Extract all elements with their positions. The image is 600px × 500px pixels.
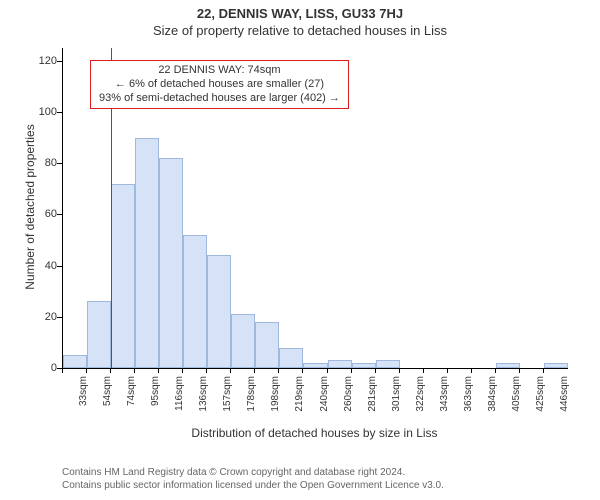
x-tick-label: 405sqm (511, 376, 522, 412)
histogram-bar (496, 363, 520, 368)
y-tick-label: 0 (27, 362, 57, 374)
x-tick-label: 116sqm (174, 376, 185, 411)
y-tick-mark (57, 163, 62, 164)
annotation-line: 22 DENNIS WAY: 74sqm (99, 64, 340, 78)
x-tick-mark (327, 368, 328, 373)
page-title: 22, DENNIS WAY, LISS, GU33 7HJ (0, 0, 600, 21)
histogram-bar (328, 360, 352, 368)
histogram-bar (231, 314, 255, 368)
histogram-bar (376, 360, 400, 368)
y-tick-mark (57, 214, 62, 215)
chart-title: Size of property relative to detached ho… (0, 21, 600, 38)
histogram-bar (544, 363, 568, 368)
x-tick-label: 178sqm (246, 376, 257, 412)
x-tick-mark (471, 368, 472, 373)
x-tick-label: 198sqm (270, 376, 281, 412)
histogram-bar (352, 363, 376, 368)
x-tick-mark (86, 368, 87, 373)
chart-container: 22, DENNIS WAY, LISS, GU33 7HJ Size of p… (0, 0, 600, 500)
histogram-bar (207, 255, 231, 368)
x-tick-mark (302, 368, 303, 373)
x-tick-mark (206, 368, 207, 373)
y-tick-mark (57, 266, 62, 267)
x-tick-mark (351, 368, 352, 373)
histogram-bar (159, 158, 183, 368)
x-tick-label: 240sqm (319, 376, 330, 412)
x-tick-label: 343sqm (439, 376, 450, 412)
x-tick-mark (182, 368, 183, 373)
x-tick-label: 33sqm (78, 376, 89, 406)
x-tick-label: 446sqm (559, 376, 570, 412)
x-tick-mark (399, 368, 400, 373)
footer-line-1: Contains HM Land Registry data © Crown c… (62, 466, 444, 479)
x-tick-mark (62, 368, 63, 373)
x-tick-mark (254, 368, 255, 373)
y-tick-mark (57, 61, 62, 62)
x-tick-label: 136sqm (198, 376, 209, 412)
x-tick-mark (134, 368, 135, 373)
y-tick-label: 20 (27, 311, 57, 323)
x-tick-label: 425sqm (535, 376, 546, 412)
x-tick-label: 157sqm (222, 376, 233, 412)
histogram-bar (135, 138, 159, 368)
x-tick-label: 74sqm (126, 376, 137, 406)
y-tick-mark (57, 112, 62, 113)
y-tick-mark (57, 317, 62, 318)
x-tick-mark (543, 368, 544, 373)
x-tick-mark (158, 368, 159, 373)
histogram-bar (111, 184, 135, 368)
x-tick-label: 281sqm (367, 376, 378, 412)
footer-line-2: Contains public sector information licen… (62, 479, 444, 492)
y-tick-label: 60 (27, 208, 57, 220)
x-tick-label: 301sqm (391, 376, 402, 412)
x-tick-mark (375, 368, 376, 373)
y-tick-label: 120 (27, 55, 57, 67)
x-tick-label: 322sqm (415, 376, 426, 412)
x-tick-mark (447, 368, 448, 373)
y-tick-label: 80 (27, 157, 57, 169)
x-tick-mark (110, 368, 111, 373)
x-tick-label: 363sqm (463, 376, 474, 412)
footer-attribution: Contains HM Land Registry data © Crown c… (62, 466, 444, 492)
x-tick-label: 384sqm (487, 376, 498, 412)
y-tick-label: 40 (27, 260, 57, 272)
histogram-bar (279, 348, 303, 368)
y-tick-label: 100 (27, 106, 57, 118)
x-tick-label: 95sqm (150, 376, 161, 406)
x-tick-label: 260sqm (343, 376, 354, 412)
x-tick-label: 219sqm (294, 376, 305, 412)
x-tick-label: 54sqm (102, 376, 113, 406)
x-tick-mark (519, 368, 520, 373)
x-tick-mark (230, 368, 231, 373)
annotation-box: 22 DENNIS WAY: 74sqm← 6% of detached hou… (90, 60, 349, 109)
histogram-bar (183, 235, 207, 368)
histogram-bar (63, 355, 87, 368)
annotation-line: 93% of semi-detached houses are larger (… (99, 92, 340, 106)
x-tick-mark (423, 368, 424, 373)
histogram-bar (255, 322, 279, 368)
histogram-bar (87, 301, 111, 368)
x-axis-label: Distribution of detached houses by size … (62, 426, 567, 440)
x-tick-mark (495, 368, 496, 373)
x-tick-mark (278, 368, 279, 373)
y-axis-label: Number of detached properties (23, 107, 37, 307)
annotation-line: ← 6% of detached houses are smaller (27) (99, 78, 340, 92)
histogram-bar (303, 363, 327, 368)
